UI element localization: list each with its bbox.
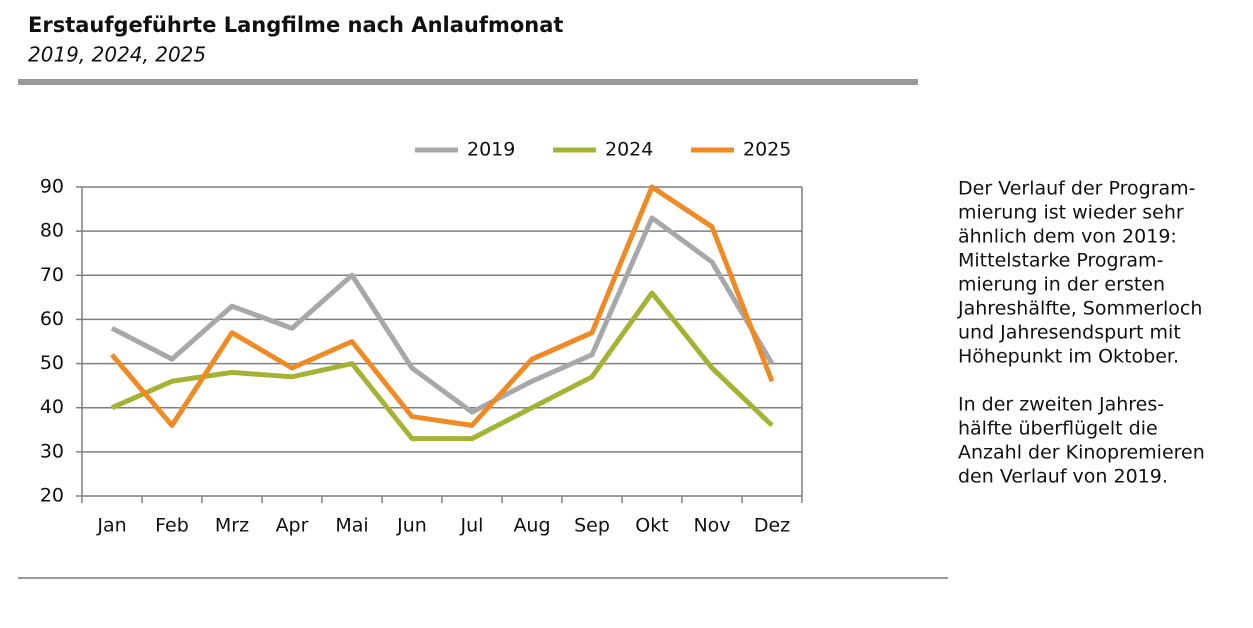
sidebar-text: mierung in der ersten bbox=[958, 274, 1165, 296]
legend-label: 2025 bbox=[743, 139, 791, 161]
x-tick-label: Jan bbox=[96, 515, 126, 537]
x-tick-label: Apr bbox=[276, 515, 309, 537]
sidebar-text: Höhepunkt im Oktober. bbox=[958, 346, 1179, 368]
x-tick-label: Aug bbox=[513, 515, 550, 537]
x-tick-label: Mai bbox=[335, 515, 368, 537]
sidebar-text: In der zweiten Jahres- bbox=[958, 394, 1164, 416]
y-tick-label: 30 bbox=[40, 440, 64, 462]
y-tick-label: 20 bbox=[40, 485, 64, 507]
x-tick-label: Feb bbox=[155, 515, 189, 537]
series-line bbox=[110, 215, 775, 415]
x-tick-label: Nov bbox=[693, 515, 730, 537]
y-tick-label: 50 bbox=[40, 352, 64, 374]
x-tick-label: Jun bbox=[396, 515, 427, 537]
x-tick-label: Sep bbox=[574, 515, 610, 537]
sidebar-text: Mittelstarke Program- bbox=[958, 250, 1163, 272]
chart-subtitle: 2019, 2024, 2025 bbox=[28, 43, 206, 67]
series-line bbox=[110, 290, 774, 442]
x-tick-label: Mrz bbox=[215, 515, 249, 537]
sidebar-text: hälfte überflügelt die bbox=[958, 418, 1158, 440]
x-tick-label: Dez bbox=[754, 515, 790, 537]
y-tick-label: 90 bbox=[40, 176, 64, 198]
series-line bbox=[110, 184, 775, 428]
y-tick-label: 70 bbox=[40, 264, 64, 286]
sidebar-text: Jahreshälfte, Sommerloch bbox=[957, 298, 1202, 320]
sidebar-text: den Verlauf von 2019. bbox=[958, 466, 1168, 488]
sidebar-text: und Jahresendspurt mit bbox=[958, 322, 1181, 344]
legend-label: 2019 bbox=[467, 139, 515, 161]
sidebar-text: mierung ist wieder sehr bbox=[958, 202, 1184, 224]
y-tick-label: 80 bbox=[40, 220, 64, 242]
chart-title: Erstaufgeführte Langfilme nach Anlaufmon… bbox=[28, 13, 563, 37]
legend-label: 2024 bbox=[605, 139, 653, 161]
x-tick-label: Okt bbox=[635, 515, 668, 537]
sidebar-text: Anzahl der Kinopremieren bbox=[958, 442, 1205, 464]
y-tick-label: 40 bbox=[40, 396, 64, 418]
x-tick-label: Jul bbox=[460, 515, 484, 537]
sidebar-text: ähnlich dem von 2019: bbox=[958, 226, 1177, 248]
y-tick-label: 60 bbox=[40, 308, 64, 330]
sidebar-text: Der Verlauf der Program- bbox=[958, 178, 1196, 200]
